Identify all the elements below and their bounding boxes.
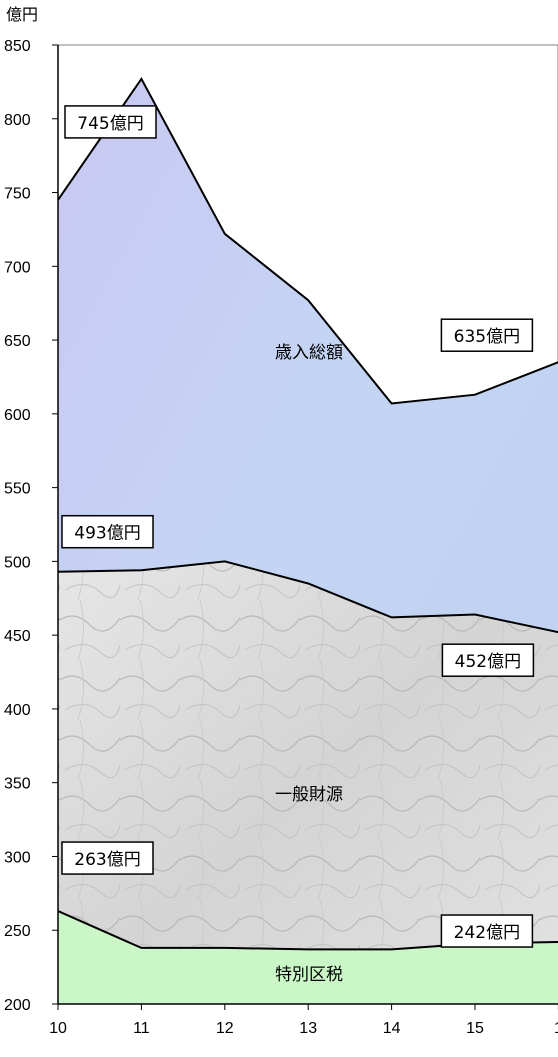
- value-callout-box: [61, 841, 154, 875]
- y-tick-label: 600: [4, 407, 31, 424]
- series-label-general-revenue: 一般財源: [275, 785, 343, 805]
- x-tick-label: 10: [49, 1020, 67, 1037]
- value-callout: 493億円: [61, 514, 154, 549]
- x-tick-label: 14: [383, 1020, 401, 1037]
- line-general-revenue: [57, 560, 558, 634]
- value-callout: 745億円: [64, 105, 157, 139]
- y-tick-label: 800: [4, 112, 31, 129]
- value-callout-box: [441, 643, 535, 677]
- y-tick-label: 550: [4, 481, 31, 498]
- value-callout-label: 635億円: [454, 327, 520, 347]
- y-tick-label: 500: [4, 554, 31, 571]
- y-tick-label: 400: [4, 702, 31, 719]
- value-callout-label: 452億円: [455, 652, 521, 672]
- y-tick-label: 200: [4, 997, 31, 1014]
- y-tick-label: 450: [4, 628, 31, 645]
- x-tick-label: 15: [466, 1020, 484, 1037]
- y-tick-label: 650: [4, 333, 31, 350]
- value-callout-label: 263億円: [74, 850, 140, 870]
- value-callout: 452億円: [441, 643, 535, 677]
- value-callout-box: [64, 105, 157, 139]
- y-tick-label: 350: [4, 776, 31, 793]
- value-callout: 635億円: [440, 318, 534, 352]
- y-tick-label: 700: [4, 259, 31, 276]
- value-callout-box: [61, 514, 154, 549]
- x-tick-label: 13: [299, 1020, 317, 1037]
- value-callout-box: [440, 914, 534, 948]
- area-general-revenue-texture: [58, 561, 558, 1004]
- y-tick-label: 250: [4, 923, 31, 940]
- y-tick-label: 750: [4, 186, 31, 203]
- x-tick-label: 11: [133, 1020, 150, 1037]
- value-callout-label: 745億円: [77, 114, 143, 134]
- value-callout: 242億円: [440, 914, 534, 948]
- series-label-special-ward-tax: 特別区税: [275, 965, 343, 985]
- value-callout-box: [440, 318, 534, 352]
- axes-group: 200 250 300 350 400 450 500 550 600 650 700 750 800 8…: [4, 38, 558, 1037]
- y-tick-label: 300: [4, 849, 31, 866]
- y-tick-label: 850: [4, 38, 31, 55]
- y-axis-unit-label: 億円: [6, 5, 38, 24]
- value-callout-label: 242億円: [454, 923, 520, 943]
- x-tick-label: 12: [216, 1020, 234, 1037]
- series-label-total-revenue: 歳入総額: [275, 343, 343, 363]
- value-callout: 263億円: [61, 841, 154, 875]
- line-total-revenue: [57, 76, 558, 405]
- area-special-ward-tax: [58, 911, 558, 1004]
- x-tick-label: 1: [554, 1020, 558, 1037]
- value-callout-label: 493億円: [74, 524, 140, 544]
- callout-group: 745億円 635億円 493億円 452億円 263億円 242億円: [61, 105, 535, 948]
